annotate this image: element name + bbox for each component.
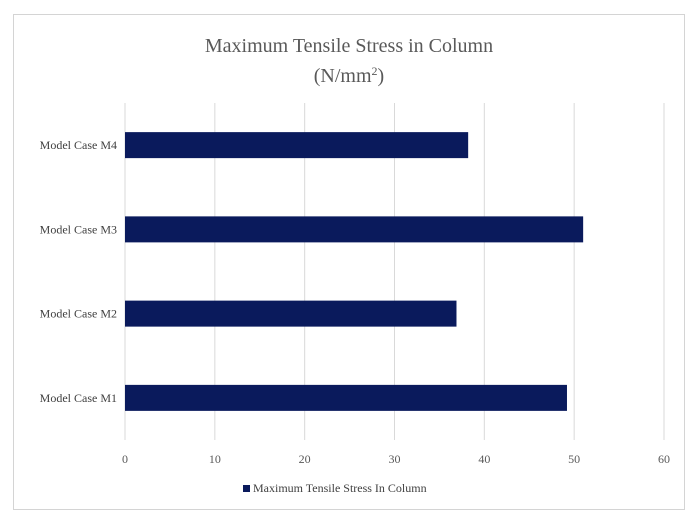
bar <box>125 384 567 411</box>
x-tick-label: 30 <box>389 452 401 466</box>
bar <box>125 216 584 243</box>
x-tick-label: 20 <box>299 452 311 466</box>
chart-title-unit-text: (N/mm <box>314 65 372 87</box>
gridlines <box>124 103 665 440</box>
x-tick-label: 50 <box>568 452 580 466</box>
chart-title-unit-superscript: 2 <box>372 64 378 78</box>
chart-title-unit: (N/mm2) <box>314 64 384 87</box>
x-tick-label: 40 <box>478 452 490 466</box>
bars <box>125 132 584 411</box>
category-labels: Model Case M1 Model Case M2 Model Case M3 M… <box>40 138 117 405</box>
category-label: Model Case M4 <box>40 138 117 152</box>
legend-swatch <box>243 485 250 492</box>
chart-title-unit-close: ) <box>378 65 385 87</box>
x-tick-label: 10 <box>209 452 221 466</box>
bar <box>125 300 457 327</box>
x-tick-labels: 0 10 20 30 40 50 60 <box>122 452 670 466</box>
bar <box>125 132 469 159</box>
chart-title: Maximum Tensile Stress in Column <box>205 35 493 57</box>
legend-label: Maximum Tensile Stress In Column <box>253 481 427 495</box>
legend: Maximum Tensile Stress In Column <box>243 481 427 495</box>
category-label: Model Case M2 <box>40 307 117 321</box>
category-label: Model Case M1 <box>40 391 117 405</box>
x-tick-label: 60 <box>658 452 670 466</box>
category-label: Model Case M3 <box>40 222 117 236</box>
x-tick-label: 0 <box>122 452 128 466</box>
